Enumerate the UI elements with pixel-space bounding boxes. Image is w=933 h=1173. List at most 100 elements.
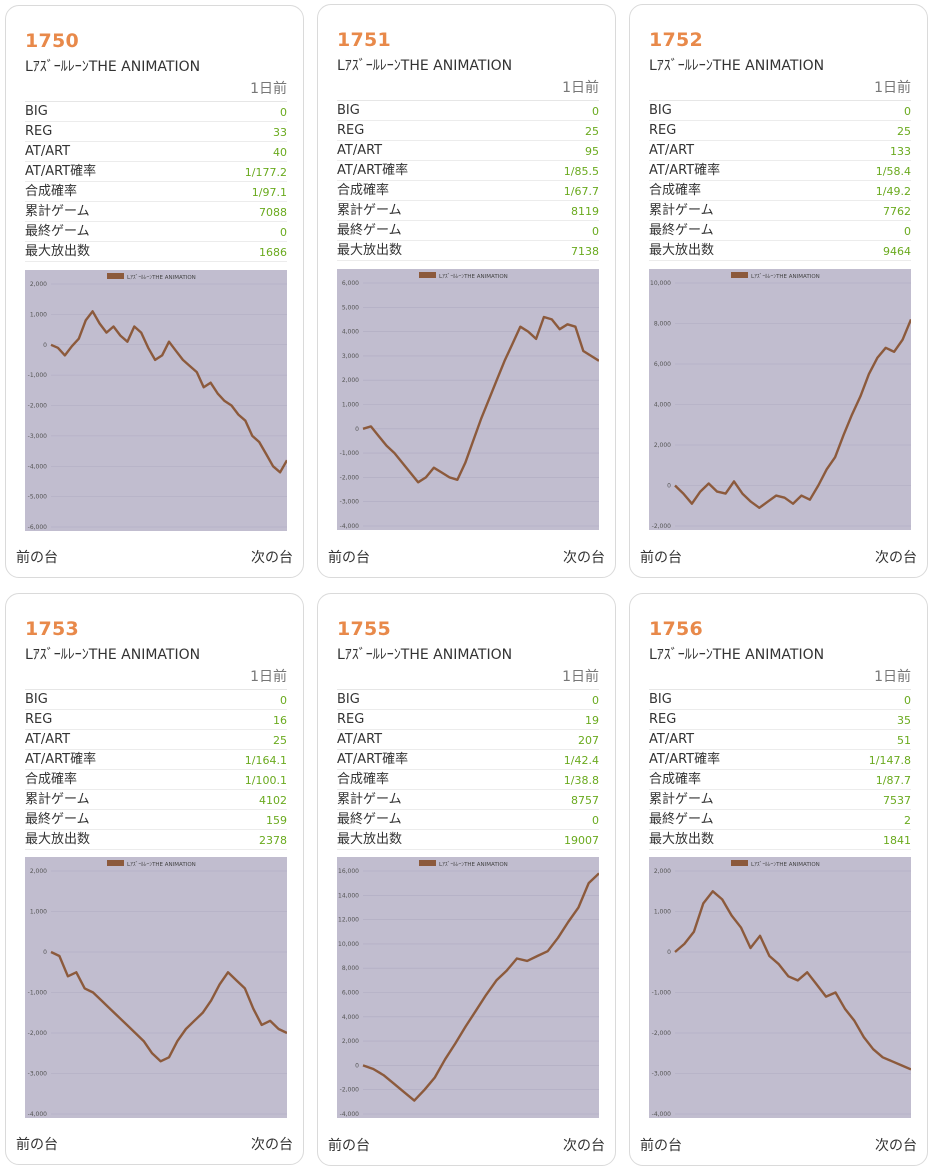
stat-value: 1/164.1 xyxy=(244,754,287,767)
y-tick-label: 2,000 xyxy=(30,281,47,288)
y-tick-label: 10,000 xyxy=(650,280,671,287)
stat-value: 0 xyxy=(904,105,911,118)
machine-card: 1751 LｱｽﾞｰﾙﾚｰﾝTHE ANIMATION 1日前 BIG 0 REG 25 AT… xyxy=(317,4,616,578)
stats-table: 1日前 BIG 0 REG 19 AT/ART 207 AT/ART確率 1/42.4 合成確率 1… xyxy=(337,667,599,850)
y-tick-label: 2,000 xyxy=(654,868,671,875)
machine-number[interactable]: 1750 xyxy=(25,30,80,52)
machine-number[interactable]: 1752 xyxy=(649,29,704,51)
stat-value: 1/42.4 xyxy=(563,754,599,767)
stat-value: 1/97.1 xyxy=(251,186,287,199)
stat-value: 1/85.5 xyxy=(563,165,599,178)
chart-svg: LｱｽﾞｰﾙﾚｰﾝTHE ANIMATION 2,000 1,000 0 -1,000 -… xyxy=(652,860,911,1118)
stat-row: 累計ゲーム 8757 xyxy=(337,790,599,810)
prev-machine-link[interactable]: 前の台 xyxy=(328,550,370,566)
stat-row: 最終ゲーム 0 xyxy=(649,221,911,241)
next-machine-link[interactable]: 次の台 xyxy=(251,1137,293,1153)
stat-label: 最大放出数 xyxy=(649,243,715,258)
stats-table: 1日前 BIG 0 REG 16 AT/ART 25 AT/ART確率 1/164.1 合成確率 1… xyxy=(25,667,287,850)
y-tick-label: -1,000 xyxy=(340,450,360,457)
stat-row: 最大放出数 19007 xyxy=(337,830,599,850)
prev-machine-link[interactable]: 前の台 xyxy=(328,1138,370,1154)
stat-value: 40 xyxy=(273,146,287,159)
period-label: 1日前 xyxy=(337,78,599,101)
stat-row: AT/ART確率 1/147.8 xyxy=(649,750,911,770)
legend-swatch xyxy=(107,273,124,279)
stat-value: 1/49.2 xyxy=(875,185,911,198)
y-tick-label: 6,000 xyxy=(342,280,359,287)
y-tick-label: 10,000 xyxy=(338,941,359,948)
stat-label: AT/ART xyxy=(337,143,383,158)
stat-label: AT/ART確率 xyxy=(337,752,409,767)
y-tick-label: -2,000 xyxy=(28,403,48,410)
next-machine-link[interactable]: 次の台 xyxy=(563,1138,605,1154)
stat-value: 0 xyxy=(592,694,599,707)
machine-model-name: LｱｽﾞｰﾙﾚｰﾝTHE ANIMATION xyxy=(649,58,825,74)
stat-row: 最終ゲーム 159 xyxy=(25,810,287,830)
stat-label: 最大放出数 xyxy=(25,244,91,259)
machine-number[interactable]: 1751 xyxy=(337,29,392,51)
stat-row: AT/ART確率 1/42.4 xyxy=(337,750,599,770)
stat-row: 最終ゲーム 2 xyxy=(649,810,911,830)
y-tick-label: -2,000 xyxy=(652,523,672,530)
y-tick-label: 1,000 xyxy=(654,909,671,916)
stat-value: 207 xyxy=(578,734,599,747)
next-machine-link[interactable]: 次の台 xyxy=(563,550,605,566)
prev-machine-link[interactable]: 前の台 xyxy=(16,550,58,566)
stat-value: 0 xyxy=(280,106,287,119)
y-tick-label: -4,000 xyxy=(340,1111,360,1118)
next-machine-link[interactable]: 次の台 xyxy=(875,550,917,566)
stat-value: 51 xyxy=(897,734,911,747)
stat-value: 8119 xyxy=(571,205,599,218)
y-tick-label: -3,000 xyxy=(340,499,360,506)
y-tick-label: -2,000 xyxy=(652,1030,672,1037)
stat-value: 2 xyxy=(904,814,911,827)
stat-value: 0 xyxy=(592,225,599,238)
chart-svg: LｱｽﾞｰﾙﾚｰﾝTHE ANIMATION 10,000 8,000 6,000 4,… xyxy=(650,272,911,530)
machine-number[interactable]: 1756 xyxy=(649,618,704,640)
stat-value: 1/67.7 xyxy=(563,185,599,198)
stat-row: REG 25 xyxy=(649,121,911,141)
stat-row: 最終ゲーム 0 xyxy=(337,810,599,830)
stats-table: 1日前 BIG 0 REG 25 AT/ART 95 AT/ART確率 1/85.5 合成確率 1/… xyxy=(337,78,599,261)
y-tick-label: 16,000 xyxy=(338,868,359,875)
stat-row: 累計ゲーム 8119 xyxy=(337,201,599,221)
stat-value: 0 xyxy=(280,226,287,239)
y-tick-label: 0 xyxy=(355,426,359,433)
stat-label: 最終ゲーム xyxy=(25,224,90,239)
y-tick-label: 6,000 xyxy=(342,990,359,997)
machine-card: 1755 LｱｽﾞｰﾙﾚｰﾝTHE ANIMATION 1日前 BIG 0 REG 19 AT… xyxy=(317,593,616,1166)
y-tick-label: 0 xyxy=(43,342,47,349)
stat-row: 最大放出数 2378 xyxy=(25,830,287,850)
machine-number[interactable]: 1755 xyxy=(337,618,392,640)
legend-label: LｱｽﾞｰﾙﾚｰﾝTHE ANIMATION xyxy=(439,273,508,280)
stat-value: 1686 xyxy=(259,246,287,259)
stat-label: AT/ART xyxy=(25,144,71,159)
prev-machine-link[interactable]: 前の台 xyxy=(640,550,682,566)
stat-value: 19 xyxy=(585,714,599,727)
y-tick-label: -1,000 xyxy=(28,372,48,379)
stat-label: AT/ART xyxy=(649,732,695,747)
stat-row: 最大放出数 1686 xyxy=(25,242,287,262)
stat-label: 累計ゲーム xyxy=(649,203,714,218)
stat-row: BIG 0 xyxy=(337,690,599,710)
stat-row: 累計ゲーム 4102 xyxy=(25,790,287,810)
stat-value: 25 xyxy=(273,734,287,747)
machine-number[interactable]: 1753 xyxy=(25,618,80,640)
next-machine-link[interactable]: 次の台 xyxy=(875,1138,917,1154)
stat-value: 7088 xyxy=(259,206,287,219)
stat-value: 25 xyxy=(897,125,911,138)
stats-table: 1日前 BIG 0 REG 35 AT/ART 51 AT/ART確率 1/147.8 合成確率 1… xyxy=(649,667,911,850)
stat-label: 最終ゲーム xyxy=(337,223,402,238)
next-machine-link[interactable]: 次の台 xyxy=(251,550,293,566)
legend-swatch xyxy=(731,860,748,866)
stat-row: REG 35 xyxy=(649,710,911,730)
prev-machine-link[interactable]: 前の台 xyxy=(640,1138,682,1154)
stat-label: 累計ゲーム xyxy=(337,792,402,807)
stat-label: 合成確率 xyxy=(337,183,390,198)
y-tick-label: 2,000 xyxy=(342,377,359,384)
stat-label: 合成確率 xyxy=(649,772,702,787)
stat-label: 合成確率 xyxy=(25,772,78,787)
stat-label: AT/ART xyxy=(25,732,71,747)
slump-chart: LｱｽﾞｰﾙﾚｰﾝTHE ANIMATION 10,000 8,000 6,000 4,… xyxy=(649,269,911,530)
prev-machine-link[interactable]: 前の台 xyxy=(16,1137,58,1153)
